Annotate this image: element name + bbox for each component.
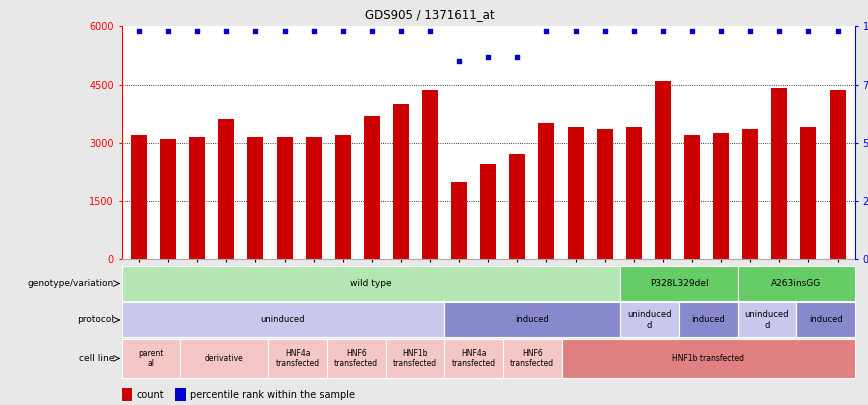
Text: uninduced
d: uninduced d <box>628 310 672 330</box>
Bar <box>306 137 322 259</box>
Bar <box>218 119 234 259</box>
Text: wild type: wild type <box>350 279 391 288</box>
Point <box>278 28 292 34</box>
Point <box>714 28 728 34</box>
Bar <box>772 88 787 259</box>
Point <box>220 28 233 34</box>
Text: cell line: cell line <box>79 354 115 363</box>
Text: protocol: protocol <box>77 315 115 324</box>
Text: parent
al: parent al <box>138 349 163 368</box>
Text: count: count <box>136 390 164 400</box>
Point <box>685 28 699 34</box>
Point <box>190 28 204 34</box>
Bar <box>385 339 444 378</box>
Bar <box>713 133 729 259</box>
Bar <box>568 127 583 259</box>
Point <box>161 28 175 34</box>
Text: derivative: derivative <box>205 354 244 363</box>
Text: HNF6
transfected: HNF6 transfected <box>334 349 378 368</box>
Text: induced: induced <box>809 315 843 324</box>
Bar <box>480 164 496 259</box>
Bar <box>510 154 525 259</box>
Bar <box>621 303 679 337</box>
Bar <box>626 127 641 259</box>
Point <box>394 28 408 34</box>
Bar <box>189 137 205 259</box>
Point <box>510 53 524 60</box>
Point <box>452 58 466 64</box>
Text: induced: induced <box>516 315 549 324</box>
Bar <box>335 135 351 259</box>
Bar <box>679 303 738 337</box>
Point <box>569 28 582 34</box>
Bar <box>277 137 293 259</box>
Text: percentile rank within the sample: percentile rank within the sample <box>190 390 355 400</box>
Bar <box>538 124 555 259</box>
Bar <box>451 181 467 259</box>
Bar <box>503 339 562 378</box>
Bar <box>268 339 327 378</box>
Point <box>248 28 262 34</box>
Bar <box>393 104 409 259</box>
Bar <box>621 266 738 301</box>
Bar <box>122 303 444 337</box>
Point <box>743 28 757 34</box>
Bar <box>364 115 380 259</box>
Point <box>598 28 612 34</box>
Point <box>365 28 378 34</box>
Bar <box>738 303 796 337</box>
Text: genotype/variation: genotype/variation <box>28 279 115 288</box>
Bar <box>181 339 268 378</box>
Bar <box>327 339 385 378</box>
Bar <box>796 303 855 337</box>
Text: HNF1b transfected: HNF1b transfected <box>673 354 744 363</box>
Bar <box>131 135 147 259</box>
Bar <box>562 339 855 378</box>
Text: HNF4a
transfected: HNF4a transfected <box>275 349 319 368</box>
Point <box>540 28 554 34</box>
Bar <box>422 90 438 259</box>
Bar <box>122 339 181 378</box>
Point <box>306 28 320 34</box>
Bar <box>596 129 613 259</box>
Text: A263insGG: A263insGG <box>771 279 821 288</box>
Text: uninduced
d: uninduced d <box>745 310 789 330</box>
Point <box>627 28 641 34</box>
Bar <box>654 81 671 259</box>
Text: uninduced: uninduced <box>260 315 306 324</box>
Bar <box>738 266 855 301</box>
Point <box>423 28 437 34</box>
Bar <box>800 127 817 259</box>
Point <box>773 28 786 34</box>
Title: GDS905 / 1371611_at: GDS905 / 1371611_at <box>365 9 495 21</box>
Point <box>801 28 815 34</box>
Bar <box>160 139 176 259</box>
Text: P328L329del: P328L329del <box>649 279 708 288</box>
Point <box>482 53 496 60</box>
Bar <box>247 137 263 259</box>
Point <box>831 28 845 34</box>
Bar <box>684 135 700 259</box>
Bar <box>122 266 621 301</box>
Text: HNF6
transfected: HNF6 transfected <box>510 349 555 368</box>
Bar <box>444 339 503 378</box>
Text: HNF1b
transfected: HNF1b transfected <box>393 349 437 368</box>
Text: induced: induced <box>692 315 725 324</box>
Point <box>132 28 146 34</box>
Point <box>656 28 670 34</box>
Point <box>336 28 350 34</box>
Text: HNF4a
transfected: HNF4a transfected <box>451 349 496 368</box>
Bar <box>444 303 621 337</box>
Bar <box>742 129 759 259</box>
Bar <box>830 90 845 259</box>
